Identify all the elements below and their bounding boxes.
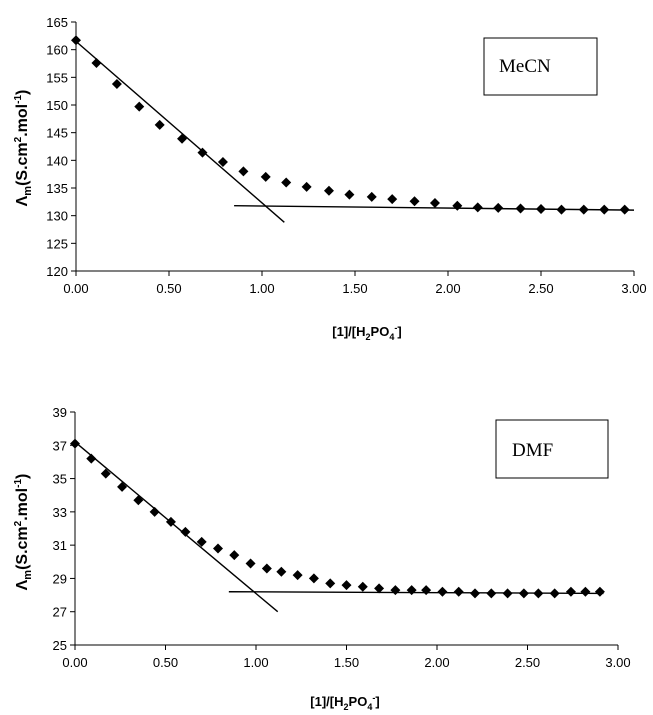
data-point-diamond bbox=[407, 585, 417, 595]
data-point-diamond bbox=[358, 582, 368, 592]
data-point-diamond bbox=[177, 134, 187, 144]
x-tick-label: 1.00 bbox=[243, 655, 268, 670]
chart-dmf-y-tick-labels: 25 27 29 31 33 35 37 39 bbox=[53, 405, 67, 653]
fit-line bbox=[229, 592, 604, 594]
y-tick-label: 39 bbox=[53, 405, 67, 420]
data-point-diamond bbox=[134, 102, 144, 112]
y-tick-label: 135 bbox=[46, 181, 68, 196]
data-point-diamond bbox=[580, 587, 590, 597]
data-point-diamond bbox=[344, 190, 354, 200]
y-tick-label: 130 bbox=[46, 209, 68, 224]
data-point-diamond bbox=[302, 182, 312, 192]
x-tick-label: 0.00 bbox=[63, 281, 88, 296]
y-axis-label-mecn: Λm(S.cm2.mol-1) bbox=[13, 90, 34, 207]
x-tick-label: 2.00 bbox=[424, 655, 449, 670]
x-tick-label: 1.00 bbox=[249, 281, 274, 296]
chart-mecn-y-tick-labels: 120 125 130 135 140 145 150 155 160 165 bbox=[46, 15, 68, 279]
x-tick-label: 2.50 bbox=[528, 281, 553, 296]
data-point-diamond bbox=[342, 580, 352, 590]
fit-line bbox=[76, 41, 284, 222]
fit-line bbox=[75, 442, 278, 612]
x-tick-label: 1.50 bbox=[334, 655, 359, 670]
data-point-diamond bbox=[293, 570, 303, 580]
y-tick-label: 150 bbox=[46, 98, 68, 113]
chart-mecn-x-tick-labels: 0.00 0.50 1.00 1.50 2.00 2.50 3.00 bbox=[63, 281, 646, 296]
y-tick-label: 155 bbox=[46, 70, 68, 85]
data-point-diamond bbox=[390, 585, 400, 595]
y-tick-label: 35 bbox=[53, 472, 67, 487]
x-tick-label: 0.50 bbox=[156, 281, 181, 296]
y-tick-label: 29 bbox=[53, 571, 67, 586]
x-tick-label: 3.00 bbox=[621, 281, 646, 296]
data-point-diamond bbox=[238, 166, 248, 176]
legend-label-mecn: MeCN bbox=[499, 56, 551, 77]
y-tick-label: 25 bbox=[53, 638, 67, 653]
data-point-diamond bbox=[324, 186, 334, 196]
y-tick-label: 145 bbox=[46, 126, 68, 141]
data-point-diamond bbox=[276, 567, 286, 577]
chart-dmf: 25 27 29 31 33 35 37 39 0.00 0.50 1.00 1.50 2.00 2.5… bbox=[13, 405, 631, 712]
x-tick-label: 3.00 bbox=[605, 655, 630, 670]
x-tick-label: 2.50 bbox=[515, 655, 540, 670]
data-point-diamond bbox=[430, 198, 440, 208]
x-tick-label: 1.50 bbox=[342, 281, 367, 296]
data-point-diamond bbox=[325, 578, 335, 588]
data-point-diamond bbox=[566, 587, 576, 597]
chart-mecn: 120 125 130 135 140 145 150 155 160 165 0.00 0.50 1… bbox=[13, 15, 647, 342]
y-tick-label: 31 bbox=[53, 538, 67, 553]
data-point-diamond bbox=[410, 196, 420, 206]
legend-label-dmf: DMF bbox=[512, 440, 553, 461]
y-tick-label: 140 bbox=[46, 153, 68, 168]
chart-dmf-x-tick-labels: 0.00 0.50 1.00 1.50 2.00 2.50 3.00 bbox=[62, 655, 630, 670]
y-tick-label: 27 bbox=[53, 605, 67, 620]
x-axis-label-mecn: [1]/[H2PO4-] bbox=[332, 323, 401, 342]
data-point-diamond bbox=[133, 495, 143, 505]
y-tick-label: 165 bbox=[46, 15, 68, 30]
y-tick-label: 125 bbox=[46, 236, 68, 251]
data-point-diamond bbox=[309, 573, 319, 583]
x-tick-label: 0.50 bbox=[153, 655, 178, 670]
y-tick-label: 160 bbox=[46, 43, 68, 58]
data-point-diamond bbox=[421, 585, 431, 595]
data-point-diamond bbox=[246, 558, 256, 568]
data-point-diamond bbox=[261, 172, 271, 182]
x-tick-label: 2.00 bbox=[435, 281, 460, 296]
y-tick-label: 33 bbox=[53, 505, 67, 520]
x-tick-label: 0.00 bbox=[62, 655, 87, 670]
x-axis-label-dmf: [1]/[H2PO4-] bbox=[310, 693, 379, 712]
data-point-diamond bbox=[595, 587, 605, 597]
data-point-diamond bbox=[454, 587, 464, 597]
data-point-diamond bbox=[473, 202, 483, 212]
data-point-diamond bbox=[213, 543, 223, 553]
y-tick-label: 120 bbox=[46, 264, 68, 279]
data-point-diamond bbox=[437, 587, 447, 597]
y-tick-label: 37 bbox=[53, 438, 67, 453]
data-point-diamond bbox=[281, 177, 291, 187]
data-point-diamond bbox=[229, 550, 239, 560]
data-point-diamond bbox=[262, 563, 272, 573]
y-axis-label-dmf: Λm(S.cm2.mol-1) bbox=[13, 474, 34, 591]
data-point-diamond bbox=[387, 194, 397, 204]
data-point-diamond bbox=[367, 192, 377, 202]
data-point-diamond bbox=[155, 120, 165, 130]
data-point-diamond bbox=[452, 201, 462, 211]
